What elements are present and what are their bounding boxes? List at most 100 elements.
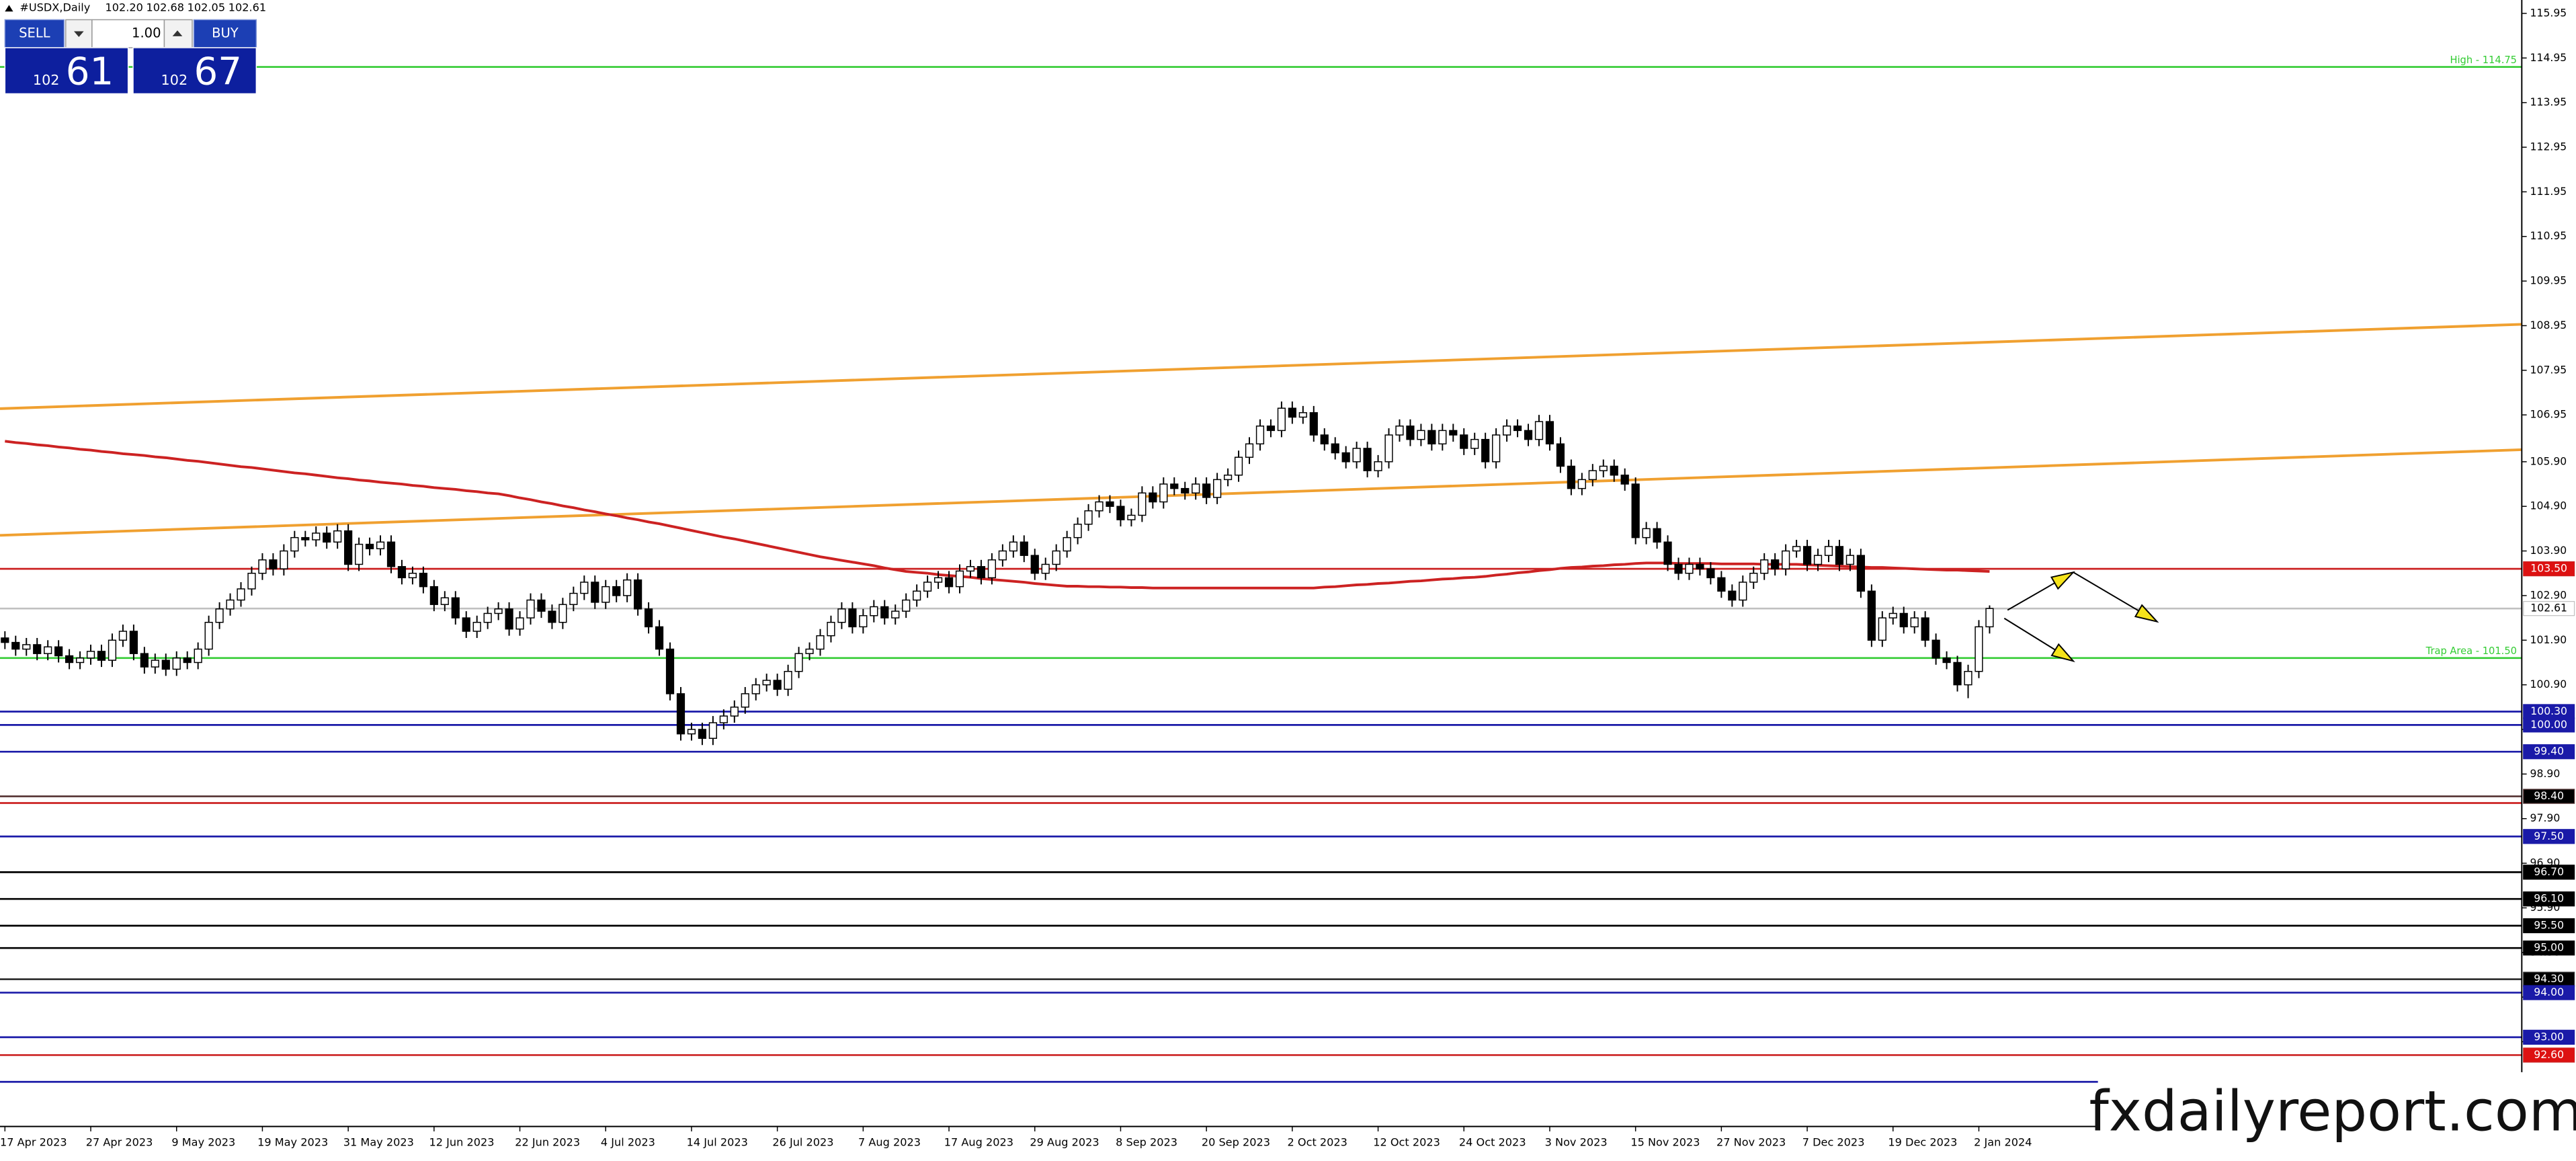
candle-body <box>1524 430 1533 440</box>
candle-body <box>1642 528 1651 538</box>
projection-arrows <box>2003 571 2159 663</box>
x-tick-label: 8 Sep 2023 <box>1116 1136 1177 1149</box>
candle-body <box>118 631 128 641</box>
y-tick-label: 112.95 <box>2530 140 2567 153</box>
candle-body <box>258 559 267 574</box>
x-tick-label: 12 Jun 2023 <box>429 1136 495 1149</box>
candle-body <box>708 722 717 739</box>
candle-body <box>977 566 986 579</box>
candle-body <box>1899 612 1908 628</box>
x-tick-label: 19 May 2023 <box>257 1136 328 1149</box>
x-tick-label: 4 Jul 2023 <box>601 1136 655 1149</box>
candle-body <box>1749 573 1758 583</box>
candle-body <box>1213 479 1222 498</box>
candle-body <box>1599 465 1608 471</box>
candle-body <box>569 592 578 605</box>
candle-body <box>54 646 63 657</box>
x-tick-label: 17 Apr 2023 <box>0 1136 67 1149</box>
level-label: 97.50 <box>2534 830 2564 842</box>
candle-body <box>1331 443 1339 454</box>
candle-body <box>65 655 74 664</box>
watermark: fxdailyreport.com <box>2089 1078 2576 1144</box>
y-tick-label: 115.95 <box>2530 6 2567 19</box>
x-tick-label: 31 May 2023 <box>343 1136 414 1149</box>
level-label: 94.30 <box>2534 972 2564 985</box>
candle-body <box>1771 559 1780 569</box>
candle-body <box>1739 582 1747 601</box>
level-box <box>2523 717 2575 733</box>
candle-body <box>1288 407 1296 418</box>
candle-body <box>75 657 85 664</box>
y-tick-label: 100.90 <box>2530 678 2567 690</box>
candle-body <box>1427 430 1436 445</box>
candle-body <box>1127 514 1136 520</box>
candle-body <box>1073 524 1082 538</box>
candle-body <box>1653 528 1661 543</box>
candle-body <box>1352 448 1361 463</box>
candle-body <box>741 693 749 708</box>
candle-body <box>1084 510 1093 525</box>
level-box <box>2523 985 2575 1000</box>
candle-body <box>1063 536 1071 552</box>
level-label: Trap Area - 101.50 <box>2425 645 2517 657</box>
candle-body <box>323 532 331 543</box>
candle-body <box>933 577 943 583</box>
lot-value[interactable]: 1.00 <box>132 26 161 41</box>
candle-body <box>784 671 792 690</box>
candle-body <box>33 644 42 654</box>
candle-body <box>944 577 954 588</box>
sell-label[interactable]: SELL <box>19 26 50 41</box>
buy-price-box[interactable] <box>132 47 257 95</box>
candle-body <box>1245 443 1254 458</box>
candle-body <box>859 615 868 628</box>
candle-body <box>1534 421 1544 440</box>
candle-body <box>22 644 31 650</box>
collapse-icon <box>5 5 13 12</box>
ohlc-high: 102.68 <box>147 1 184 14</box>
candle-body <box>1116 506 1125 520</box>
candle-body <box>86 651 95 659</box>
candle-body <box>515 617 524 630</box>
x-tick-label: 14 Jul 2023 <box>687 1136 748 1149</box>
candle-body <box>655 626 664 650</box>
candle-body <box>1921 617 1929 641</box>
candle-body <box>140 653 149 668</box>
level-box <box>2523 601 2575 616</box>
candle-body <box>1824 546 1833 556</box>
x-tick-label: 24 Oct 2023 <box>1459 1136 1526 1149</box>
level-box <box>2523 940 2575 956</box>
y-tick-label: 107.95 <box>2530 363 2567 376</box>
candle-body <box>902 599 911 612</box>
candle-body <box>1567 465 1575 489</box>
candle-body <box>987 559 997 579</box>
candle-body <box>215 608 224 623</box>
level-label: 96.70 <box>2534 865 2564 878</box>
level-box <box>2523 744 2575 760</box>
candle-body <box>204 622 213 650</box>
candle-body <box>1942 657 1951 664</box>
ohlc-low: 102.05 <box>188 1 225 14</box>
x-tick-label: 12 Oct 2023 <box>1373 1136 1440 1149</box>
candle-body <box>1149 492 1157 503</box>
ohlc-close: 102.61 <box>228 1 266 14</box>
sell-button[interactable] <box>4 19 65 48</box>
candle-body <box>1170 483 1179 489</box>
y-tick-label: 109.95 <box>2530 274 2567 287</box>
plot-area: High - 114.75 Trap Area - 101.50 <box>0 54 2522 1083</box>
x-tick-label: 20 Sep 2023 <box>1202 1136 1270 1149</box>
buy-button[interactable] <box>193 19 257 48</box>
candle-body <box>505 608 513 630</box>
x-tick-label: 22 Jun 2023 <box>515 1136 580 1149</box>
candle-body <box>1309 412 1318 436</box>
sell-price-box[interactable] <box>4 47 129 95</box>
candle-body <box>1041 563 1050 574</box>
candle-body <box>1492 434 1501 463</box>
candle-body <box>1481 438 1490 463</box>
candle-body <box>226 599 235 610</box>
trendline <box>0 323 2522 410</box>
candle-body <box>1449 430 1458 436</box>
buy-label[interactable]: BUY <box>212 26 239 41</box>
candle-body <box>1406 426 1415 440</box>
